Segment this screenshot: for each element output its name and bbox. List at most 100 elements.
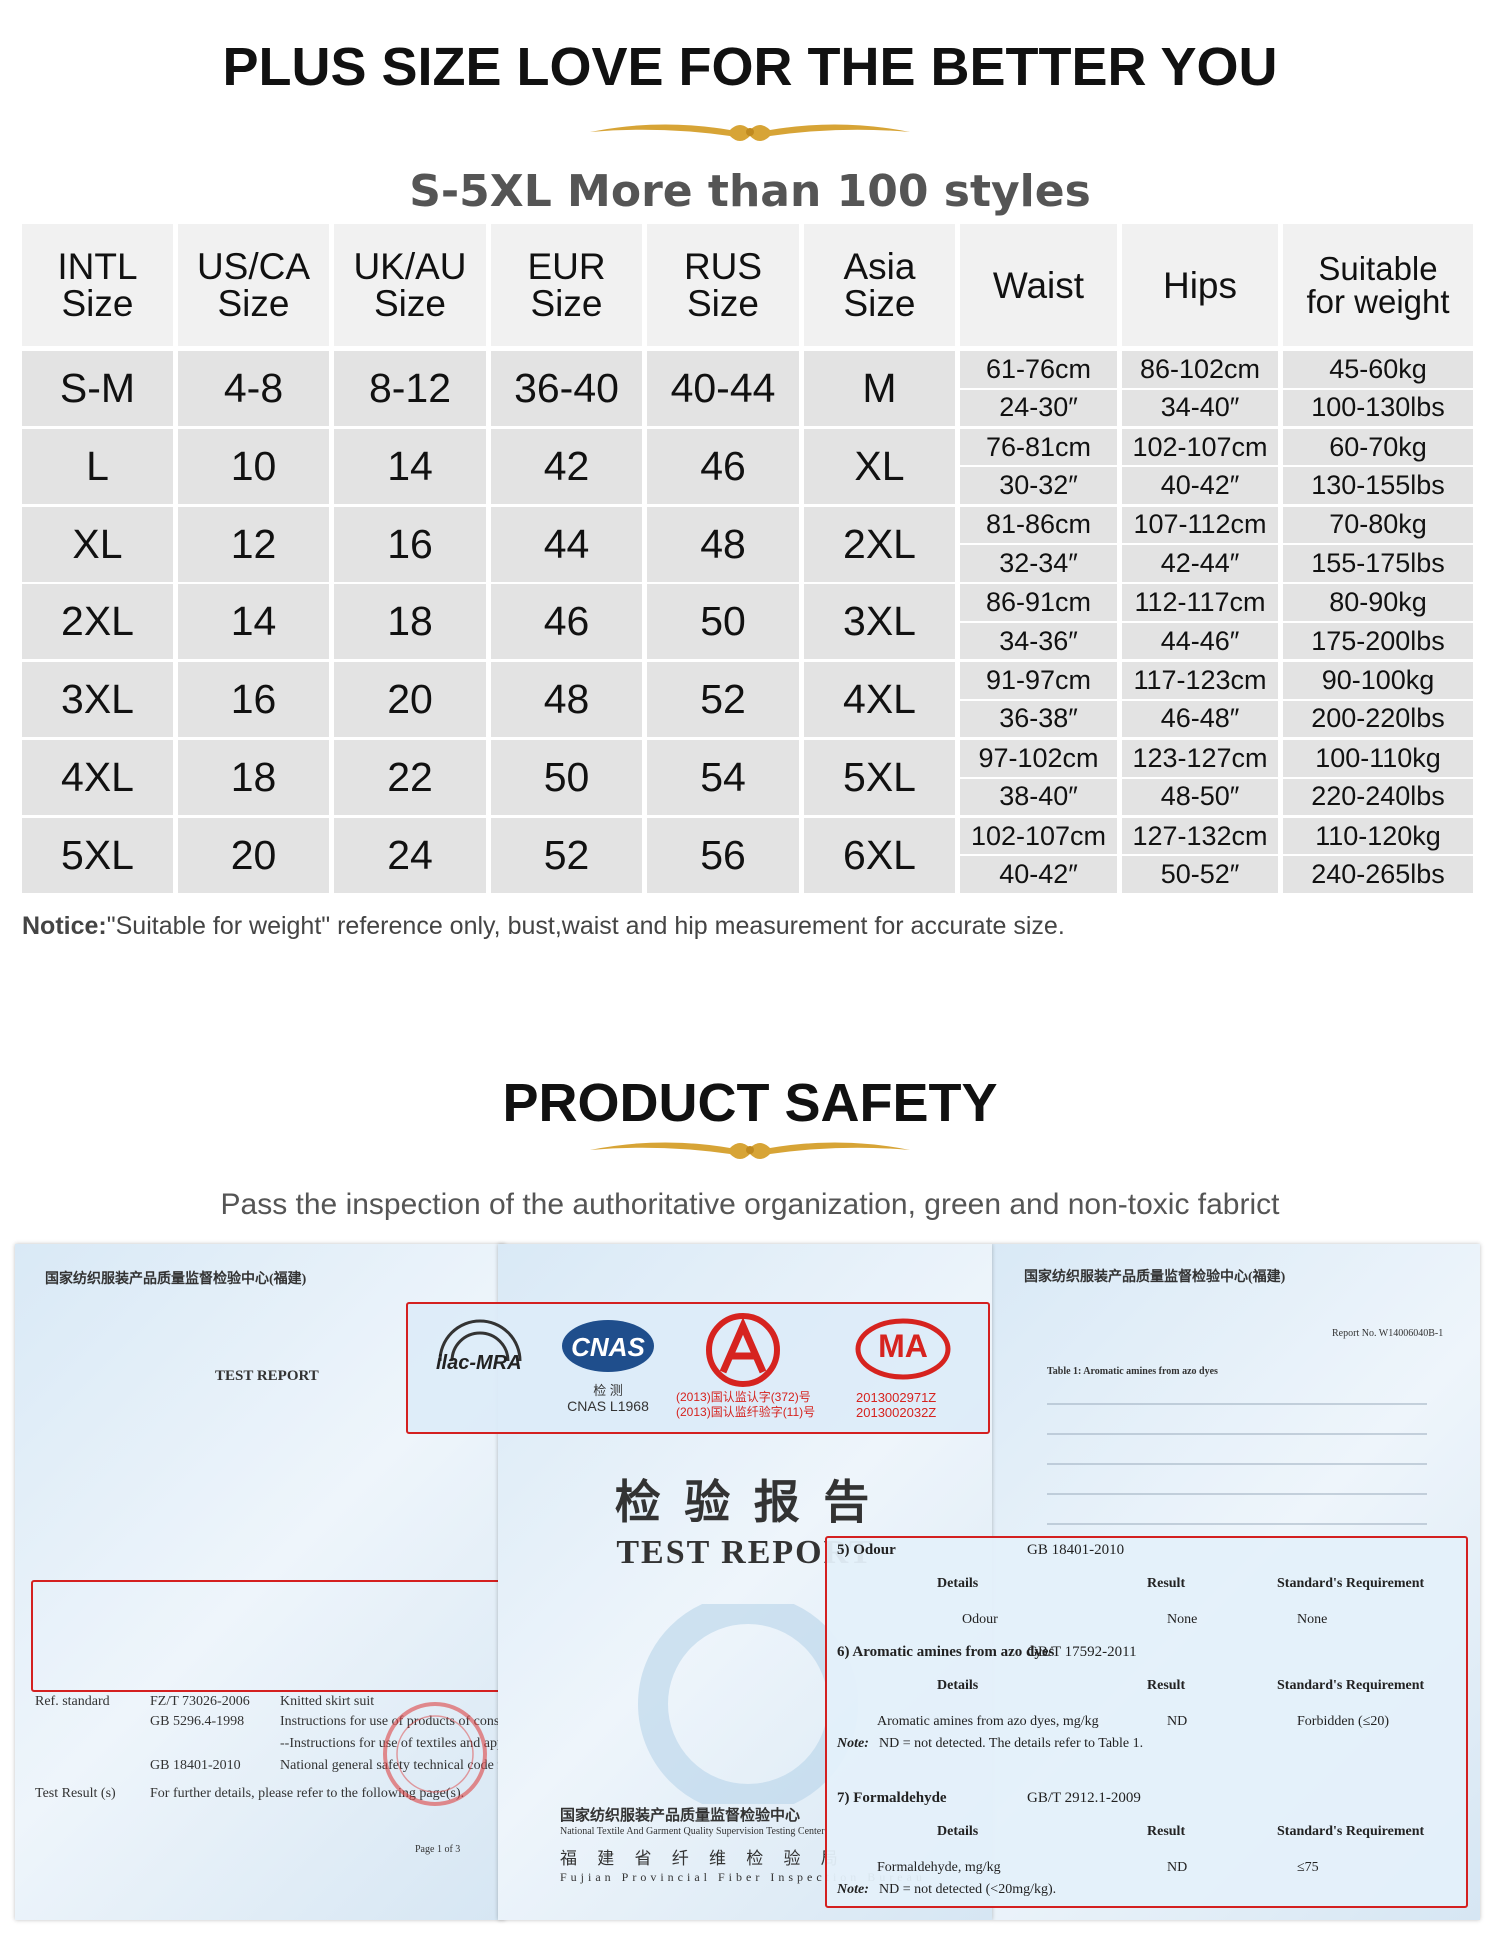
column-head: Standard's Requirement bbox=[1277, 1824, 1425, 1839]
table-cell: 2XL bbox=[22, 584, 173, 660]
table-cell: 102-107cm bbox=[1122, 428, 1278, 466]
table-cell: 36-40 bbox=[491, 351, 642, 426]
result-label: Test Result (s) bbox=[35, 1786, 116, 1801]
table-cell: 42-44″ bbox=[1122, 545, 1278, 582]
safety-title: PRODUCT SAFETY bbox=[502, 1073, 998, 1133]
ma-line: 2013002032Z bbox=[856, 1405, 937, 1420]
std-desc: Knitted skirt suit bbox=[280, 1694, 375, 1709]
table-cell: 50-52″ bbox=[1122, 856, 1278, 893]
column-head: Details bbox=[937, 1576, 979, 1591]
std-code: GB 5296.4-1998 bbox=[150, 1714, 245, 1729]
column-head: Result bbox=[1147, 1576, 1186, 1591]
table-cell: 20 bbox=[334, 662, 486, 738]
table-cell: 8-12 bbox=[334, 351, 486, 426]
table-cell: 24 bbox=[334, 817, 486, 893]
result-value: None bbox=[1167, 1612, 1198, 1627]
cal-line: (2013)国认监认字(372)号 bbox=[676, 1390, 811, 1404]
table-cell: 4XL bbox=[22, 740, 173, 815]
table-cell: 18 bbox=[334, 584, 486, 660]
table-cell: 60-70kg bbox=[1283, 428, 1473, 466]
table-cell: 200-220lbs bbox=[1283, 700, 1473, 738]
table-cell: 175-200lbs bbox=[1283, 622, 1473, 660]
table-cell: 240-265lbs bbox=[1283, 856, 1473, 893]
column-head: Standard's Requirement bbox=[1277, 1678, 1425, 1693]
table-cell: 86-91cm bbox=[960, 584, 1117, 621]
section-standard: GB/T 17592-2011 bbox=[1027, 1644, 1137, 1660]
table-cell: 81-86cm bbox=[960, 506, 1117, 544]
section-heading: 6) Aromatic amines from azo dyes bbox=[837, 1644, 1055, 1660]
cal-line: (2013)国认监纤验字(11)号 bbox=[676, 1405, 816, 1419]
table-cell: S-M bbox=[22, 351, 173, 426]
header-cell: Asia Size bbox=[804, 224, 955, 346]
bureau-cn: 福 建 省 纤 维 检 验 局 bbox=[560, 1849, 846, 1868]
ilac-text: ilac-MRA bbox=[436, 1352, 522, 1374]
table-cell: 48 bbox=[491, 662, 642, 738]
table-cell: 123-127cm bbox=[1122, 740, 1278, 777]
doc-title: TEST REPORT bbox=[215, 1368, 319, 1384]
table-cell: 52 bbox=[647, 662, 799, 738]
cnas-no: CNAS L1968 bbox=[567, 1398, 649, 1414]
table-cell: 5XL bbox=[22, 817, 173, 893]
table-cell: 52 bbox=[491, 817, 642, 893]
report-no: Report No. W14006040B-1 bbox=[1332, 1328, 1444, 1339]
result-value: Formaldehyde, mg/kg bbox=[877, 1860, 1001, 1875]
table-cell: 220-240lbs bbox=[1283, 778, 1473, 815]
notice-text: "Suitable for weight" reference only, bu… bbox=[106, 912, 1065, 940]
result-value: Forbidden (≤20) bbox=[1297, 1714, 1390, 1729]
ilac-logo bbox=[438, 1319, 522, 1362]
table-cell: 30-32″ bbox=[960, 467, 1117, 504]
title-cn: 检 验 报 告 bbox=[614, 1477, 876, 1528]
ornament bbox=[590, 124, 910, 141]
std-code: FZ/T 73026-2006 bbox=[150, 1694, 250, 1709]
result-value: Odour bbox=[962, 1612, 998, 1627]
result-value: ND bbox=[1167, 1860, 1188, 1875]
table-cell: 5XL bbox=[804, 740, 955, 815]
table-cell: 110-120kg bbox=[1283, 817, 1473, 855]
header-cell: US/CA Size bbox=[178, 224, 329, 346]
table-cell: 100-130lbs bbox=[1283, 389, 1473, 426]
ma-text: MA bbox=[878, 1328, 928, 1364]
table-cell: 130-155lbs bbox=[1283, 467, 1473, 504]
cal-lines: (2013)国认监认字(372)号 (2013)国认监纤验字(11)号 bbox=[676, 1390, 815, 1420]
table-cell: 155-175lbs bbox=[1283, 545, 1473, 582]
ma-line: 2013002971Z bbox=[856, 1390, 937, 1405]
table-cell: 14 bbox=[334, 428, 486, 504]
header-cell: UK/AU Size bbox=[334, 224, 486, 346]
table-cell: 97-102cm bbox=[960, 740, 1117, 777]
table-cell: 18 bbox=[178, 740, 329, 815]
subtitle: S-5XL More than 100 styles bbox=[409, 166, 1091, 217]
table-cell: 46-48″ bbox=[1122, 700, 1278, 738]
table-cell: 4-8 bbox=[178, 351, 329, 426]
table-cell: 44 bbox=[491, 506, 642, 582]
table-cell: 90-100kg bbox=[1283, 662, 1473, 699]
notice-label: Notice: bbox=[22, 912, 107, 940]
std-desc: --Instructions for use of textiles and a… bbox=[280, 1736, 505, 1751]
table-cell: L bbox=[22, 428, 173, 504]
section-standard: GB 18401-2010 bbox=[1027, 1542, 1125, 1558]
org-cn: 国家纺织服装产品质量监督检验中心 bbox=[560, 1808, 801, 1824]
table-cell: 36-38″ bbox=[960, 700, 1117, 738]
table-cell: 100-110kg bbox=[1283, 740, 1473, 777]
table-cell: 16 bbox=[178, 662, 329, 738]
cnas-text: CNAS bbox=[571, 1332, 645, 1362]
table-cell: XL bbox=[804, 428, 955, 504]
page-no: Page 1 of 3 bbox=[415, 1844, 461, 1855]
table-cell: 14 bbox=[178, 584, 329, 660]
table-cell: 86-102cm bbox=[1122, 351, 1278, 388]
table-cell: 3XL bbox=[22, 662, 173, 738]
ornament bbox=[590, 1142, 910, 1159]
section-heading: 5) Odour bbox=[837, 1542, 896, 1558]
table-cell: 34-36″ bbox=[960, 622, 1117, 660]
header-cell: Hips bbox=[1122, 224, 1278, 346]
table-cell: 50 bbox=[647, 584, 799, 660]
table-cell: 48 bbox=[647, 506, 799, 582]
table-cell: 6XL bbox=[804, 817, 955, 893]
org: 国家纺织服装产品质量监督检验中心(福建) bbox=[45, 1272, 307, 1287]
table-cell: 12 bbox=[178, 506, 329, 582]
table-cell: 32-34″ bbox=[960, 545, 1117, 582]
header-cell: EUR Size bbox=[491, 224, 642, 346]
table-cell: 16 bbox=[334, 506, 486, 582]
table-cell: 54 bbox=[647, 740, 799, 815]
table-cell: 107-112cm bbox=[1122, 506, 1278, 544]
section-standard: GB/T 2912.1-2009 bbox=[1027, 1790, 1141, 1806]
